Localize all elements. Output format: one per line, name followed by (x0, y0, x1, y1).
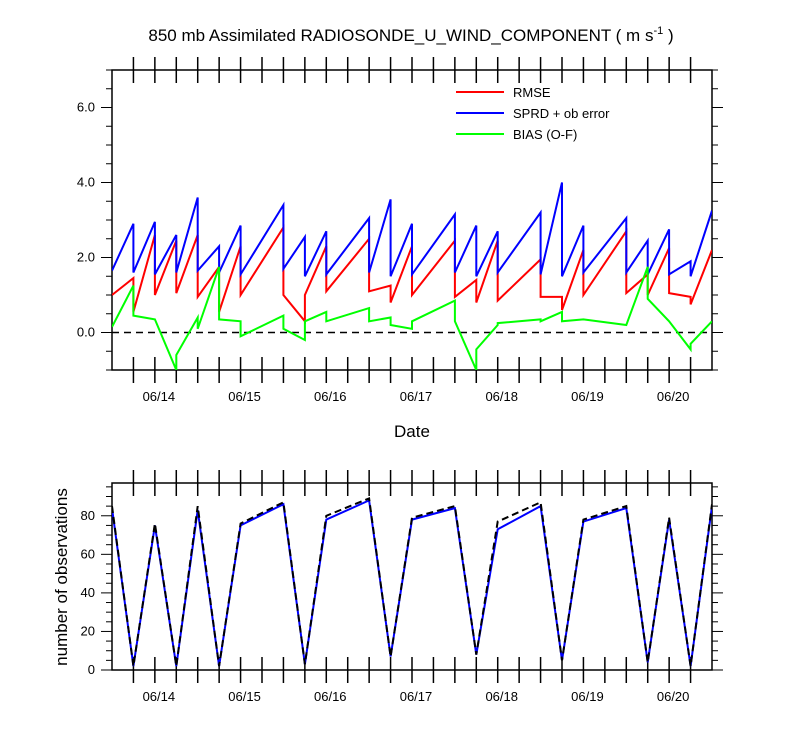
x-tick-label: 06/14 (143, 689, 176, 704)
y-tick-label: 0 (88, 662, 95, 677)
x-tick-label: 06/17 (400, 689, 433, 704)
y-tick-label: 6.0 (77, 100, 95, 115)
top-x-axis-title: Date (394, 422, 430, 441)
plot-frame (111, 482, 713, 671)
x-tick-label: 06/17 (400, 389, 433, 404)
chart-title-superscript: -1 (653, 25, 663, 37)
y-tick-label: 20 (81, 623, 95, 638)
legend-label: SPRD + ob error (513, 106, 610, 121)
series-line-possible (112, 496, 712, 667)
x-tick-label: 06/16 (314, 389, 347, 404)
x-tick-label: 06/15 (228, 389, 261, 404)
x-tick-label: 06/20 (657, 689, 690, 704)
legend-label: BIAS (O-F) (513, 127, 577, 142)
y-tick-label: 40 (81, 585, 95, 600)
x-tick-label: 06/15 (228, 689, 261, 704)
y-tick-label: 60 (81, 546, 95, 561)
top-plot: 06/14 06/15 06/16 06/17 06/18 06/19 06/20 0.0 2.… (77, 57, 723, 404)
y-tick-label: 2.0 (77, 250, 95, 265)
chart-title: 850 mb Assimilated RADIOSONDE_U_WIND_COM… (148, 25, 673, 45)
x-tick-label: 06/19 (571, 689, 604, 704)
x-tick-label: 06/16 (314, 689, 347, 704)
x-tick-label: 06/18 (485, 389, 518, 404)
y-tick-label: 0.0 (77, 325, 95, 340)
x-tick-label: 06/18 (485, 689, 518, 704)
y-tick-label: 4.0 (77, 175, 95, 190)
series-line-sprd-ob-error (112, 182, 712, 278)
bottom-plot: 06/14 06/15 06/16 06/17 06/18 06/19 06/20 0 20 40… (81, 470, 723, 704)
x-tick-label: 06/14 (143, 389, 176, 404)
bottom-y-axis-title: number of observations (52, 488, 71, 666)
y-tick-label: 80 (81, 508, 95, 523)
x-tick-label: 06/20 (657, 389, 690, 404)
legend-label: RMSE (513, 85, 551, 100)
chart-title-main: 850 mb Assimilated RADIOSONDE_U_WIND_COM… (148, 26, 653, 45)
x-tick-label: 06/19 (571, 389, 604, 404)
series-line-bias-o-f (112, 266, 712, 370)
series-line-used (112, 498, 712, 667)
chart-title-suffix: ) (663, 26, 673, 45)
